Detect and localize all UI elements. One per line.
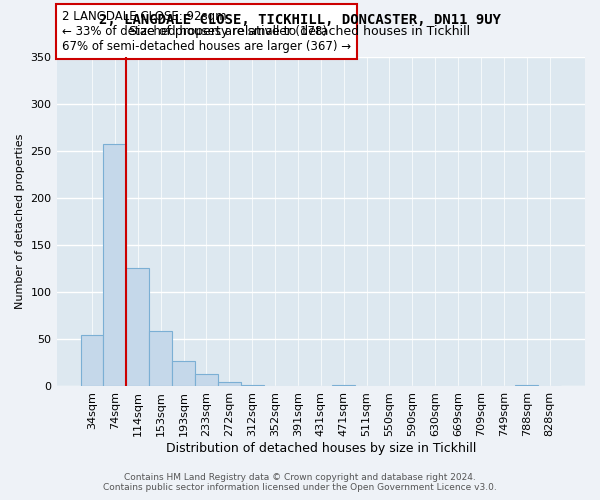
Text: 2, LANGDALE CLOSE, TICKHILL, DONCASTER, DN11 9UY: 2, LANGDALE CLOSE, TICKHILL, DONCASTER, … xyxy=(99,12,501,26)
Text: 2 LANGDALE CLOSE: 92sqm
← 33% of detached houses are smaller (178)
67% of semi-d: 2 LANGDALE CLOSE: 92sqm ← 33% of detache… xyxy=(62,10,351,53)
Bar xyxy=(149,331,172,386)
Bar xyxy=(127,268,149,386)
Bar xyxy=(332,384,355,386)
Bar xyxy=(172,361,195,386)
Bar xyxy=(515,384,538,386)
Y-axis label: Number of detached properties: Number of detached properties xyxy=(15,134,25,309)
Bar xyxy=(80,334,103,386)
Text: Size of property relative to detached houses in Tickhill: Size of property relative to detached ho… xyxy=(130,25,470,38)
Bar xyxy=(241,384,263,386)
Bar xyxy=(195,374,218,386)
Bar xyxy=(218,382,241,386)
Text: Contains HM Land Registry data © Crown copyright and database right 2024.
Contai: Contains HM Land Registry data © Crown c… xyxy=(103,473,497,492)
Bar xyxy=(103,144,127,386)
X-axis label: Distribution of detached houses by size in Tickhill: Distribution of detached houses by size … xyxy=(166,442,476,455)
